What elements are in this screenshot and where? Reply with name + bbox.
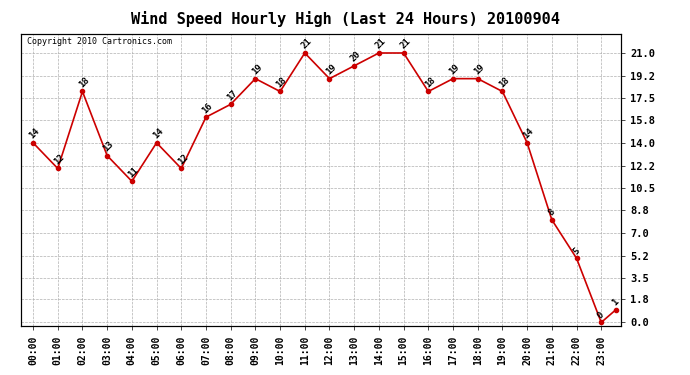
- Text: 17: 17: [225, 88, 239, 102]
- Text: 19: 19: [324, 63, 338, 76]
- Text: 19: 19: [447, 63, 462, 76]
- Text: 16: 16: [200, 101, 215, 115]
- Text: 8: 8: [546, 207, 556, 218]
- Text: 21: 21: [299, 37, 313, 51]
- Text: 1: 1: [611, 297, 621, 307]
- Text: 5: 5: [571, 246, 581, 256]
- Text: 13: 13: [101, 140, 115, 153]
- Text: 18: 18: [497, 75, 511, 89]
- Text: 18: 18: [423, 75, 437, 89]
- Text: 11: 11: [126, 165, 140, 179]
- Text: 14: 14: [151, 127, 165, 141]
- Text: 21: 21: [398, 37, 412, 51]
- Text: 14: 14: [522, 127, 535, 141]
- Text: 18: 18: [77, 75, 91, 89]
- Text: 20: 20: [348, 50, 363, 64]
- Text: Wind Speed Hourly High (Last 24 Hours) 20100904: Wind Speed Hourly High (Last 24 Hours) 2…: [130, 11, 560, 27]
- Text: 21: 21: [373, 37, 387, 51]
- Text: 19: 19: [472, 63, 486, 76]
- Text: 12: 12: [176, 152, 190, 166]
- Text: 18: 18: [275, 75, 288, 89]
- Text: Copyright 2010 Cartronics.com: Copyright 2010 Cartronics.com: [27, 37, 172, 46]
- Text: 12: 12: [52, 152, 66, 166]
- Text: 14: 14: [28, 127, 41, 141]
- Text: 0: 0: [595, 310, 606, 320]
- Text: 19: 19: [250, 63, 264, 76]
